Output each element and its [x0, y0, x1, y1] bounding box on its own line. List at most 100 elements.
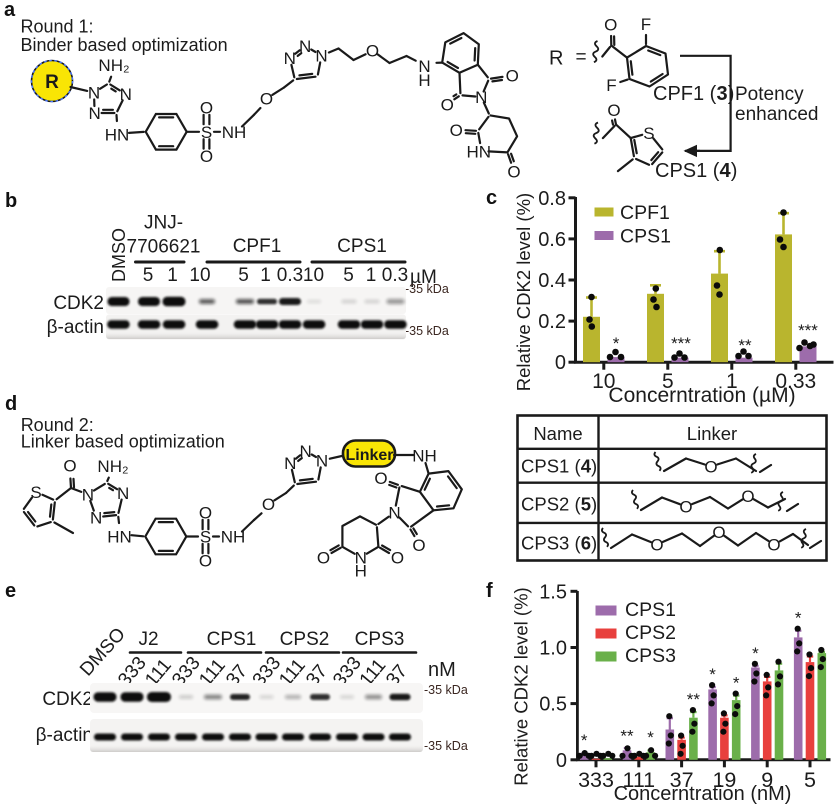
- svg-text:CDK2: CDK2: [42, 689, 93, 710]
- svg-text:O: O: [374, 469, 387, 488]
- svg-text:3: 3: [717, 83, 728, 105]
- svg-text:S: S: [200, 528, 211, 547]
- svg-text:Round 2:: Round 2:: [21, 415, 94, 435]
- svg-text:10: 10: [303, 265, 324, 286]
- svg-text:Relative CDK2 level (%): Relative CDK2 level (%): [513, 193, 534, 391]
- svg-text:=: =: [576, 47, 587, 68]
- svg-text:CPF1: CPF1: [620, 202, 670, 224]
- svg-text:***: ***: [671, 334, 691, 353]
- svg-text:Binder based optimization: Binder based optimization: [21, 35, 228, 55]
- svg-text:1: 1: [726, 370, 738, 393]
- svg-text:N: N: [316, 452, 328, 471]
- svg-text:O: O: [441, 95, 454, 114]
- svg-text:O: O: [506, 67, 519, 86]
- svg-text:*: *: [613, 334, 620, 353]
- svg-text:0.6: 0.6: [538, 229, 566, 251]
- svg-text:Name: Name: [533, 423, 582, 444]
- svg-text:0.4: 0.4: [538, 270, 566, 292]
- svg-text:O: O: [260, 90, 273, 109]
- svg-text:O: O: [366, 42, 379, 61]
- svg-text:O: O: [200, 147, 213, 166]
- svg-text:Linker: Linker: [687, 423, 737, 444]
- svg-text:f: f: [486, 580, 493, 602]
- svg-text:CPF1 (: CPF1 (: [653, 83, 717, 105]
- svg-text:6: 6: [581, 533, 591, 554]
- svg-text:*: *: [752, 644, 759, 663]
- svg-text:1: 1: [260, 265, 271, 286]
- svg-text:N: N: [120, 85, 132, 104]
- svg-text:-35 kDa: -35 kDa: [405, 324, 449, 338]
- svg-text:N: N: [284, 454, 296, 473]
- svg-text:R: R: [549, 48, 563, 70]
- svg-text:N: N: [88, 84, 100, 103]
- svg-text:19: 19: [712, 768, 736, 792]
- svg-text:CPS2: CPS2: [280, 629, 330, 650]
- svg-text:5: 5: [343, 265, 354, 286]
- svg-text:Round 1:: Round 1:: [21, 16, 94, 36]
- svg-text:N: N: [90, 508, 102, 527]
- svg-text:c: c: [486, 187, 497, 209]
- svg-text:HN: HN: [105, 126, 130, 145]
- svg-text:F: F: [641, 15, 651, 34]
- svg-text:0.5: 0.5: [539, 694, 567, 716]
- svg-text:1.5: 1.5: [539, 581, 567, 603]
- svg-text:Linker: Linker: [345, 447, 393, 464]
- svg-text:O: O: [604, 16, 617, 35]
- svg-text:**: **: [738, 336, 752, 355]
- svg-text:10: 10: [189, 265, 210, 286]
- svg-text:CPS1 (: CPS1 (: [521, 456, 581, 477]
- svg-text:O: O: [391, 549, 404, 568]
- svg-text:5: 5: [662, 370, 674, 393]
- svg-text:CPS3 (: CPS3 (: [521, 533, 581, 554]
- svg-text:O: O: [607, 101, 620, 120]
- svg-text:N: N: [117, 484, 129, 503]
- svg-text:5: 5: [143, 265, 154, 286]
- svg-text:*: *: [709, 665, 716, 684]
- svg-text:-35 kDa: -35 kDa: [424, 683, 468, 697]
- svg-text:NH₂: NH₂: [98, 56, 129, 75]
- svg-text:-35 kDa: -35 kDa: [424, 739, 468, 753]
- svg-text:e: e: [5, 580, 16, 602]
- svg-text:**: **: [687, 690, 701, 709]
- svg-text:S: S: [30, 483, 41, 502]
- svg-text:NH: NH: [221, 528, 246, 547]
- svg-text:DMSO: DMSO: [109, 228, 129, 282]
- svg-text:111: 111: [622, 768, 655, 792]
- svg-text:Relative CDK2 level (%): Relative CDK2 level (%): [511, 587, 532, 785]
- svg-text:CPS1: CPS1: [625, 599, 676, 621]
- svg-text:O: O: [317, 549, 330, 568]
- svg-text:O: O: [200, 99, 213, 118]
- svg-text:5: 5: [238, 265, 249, 286]
- svg-text:S: S: [643, 124, 654, 143]
- svg-text:H: H: [355, 562, 367, 581]
- svg-text:0.3: 0.3: [277, 265, 303, 286]
- svg-text:a: a: [4, 0, 16, 21]
- svg-text:0: 0: [555, 352, 566, 374]
- svg-text:CPF1: CPF1: [233, 236, 282, 257]
- svg-text:O: O: [199, 552, 212, 571]
- svg-text:): ): [731, 160, 738, 182]
- svg-text:O: O: [262, 495, 275, 514]
- svg-text:0.8: 0.8: [538, 188, 566, 210]
- svg-text:**: **: [620, 726, 634, 745]
- svg-text:HN: HN: [467, 143, 492, 162]
- svg-text:CPS2: CPS2: [625, 622, 676, 644]
- svg-text:Potency: Potency: [735, 84, 804, 105]
- svg-text:): ): [591, 494, 597, 515]
- svg-text:N: N: [315, 47, 327, 66]
- svg-text:O: O: [712, 523, 725, 542]
- svg-text:1.0: 1.0: [539, 638, 567, 660]
- svg-text:enhanced: enhanced: [735, 104, 818, 125]
- svg-text:b: b: [5, 190, 17, 212]
- svg-text:-35 kDa: -35 kDa: [405, 282, 449, 296]
- svg-text:0.2: 0.2: [538, 311, 566, 333]
- svg-text:J2: J2: [138, 629, 158, 650]
- svg-text:F: F: [606, 76, 616, 95]
- svg-text:): ): [591, 533, 597, 554]
- svg-text:β-actin: β-actin: [36, 725, 93, 746]
- svg-text:O: O: [412, 536, 425, 555]
- svg-text:O: O: [450, 121, 463, 140]
- svg-text:N: N: [418, 57, 430, 76]
- svg-text:0.33: 0.33: [775, 370, 816, 393]
- svg-text:Linker based optimization: Linker based optimization: [21, 432, 225, 452]
